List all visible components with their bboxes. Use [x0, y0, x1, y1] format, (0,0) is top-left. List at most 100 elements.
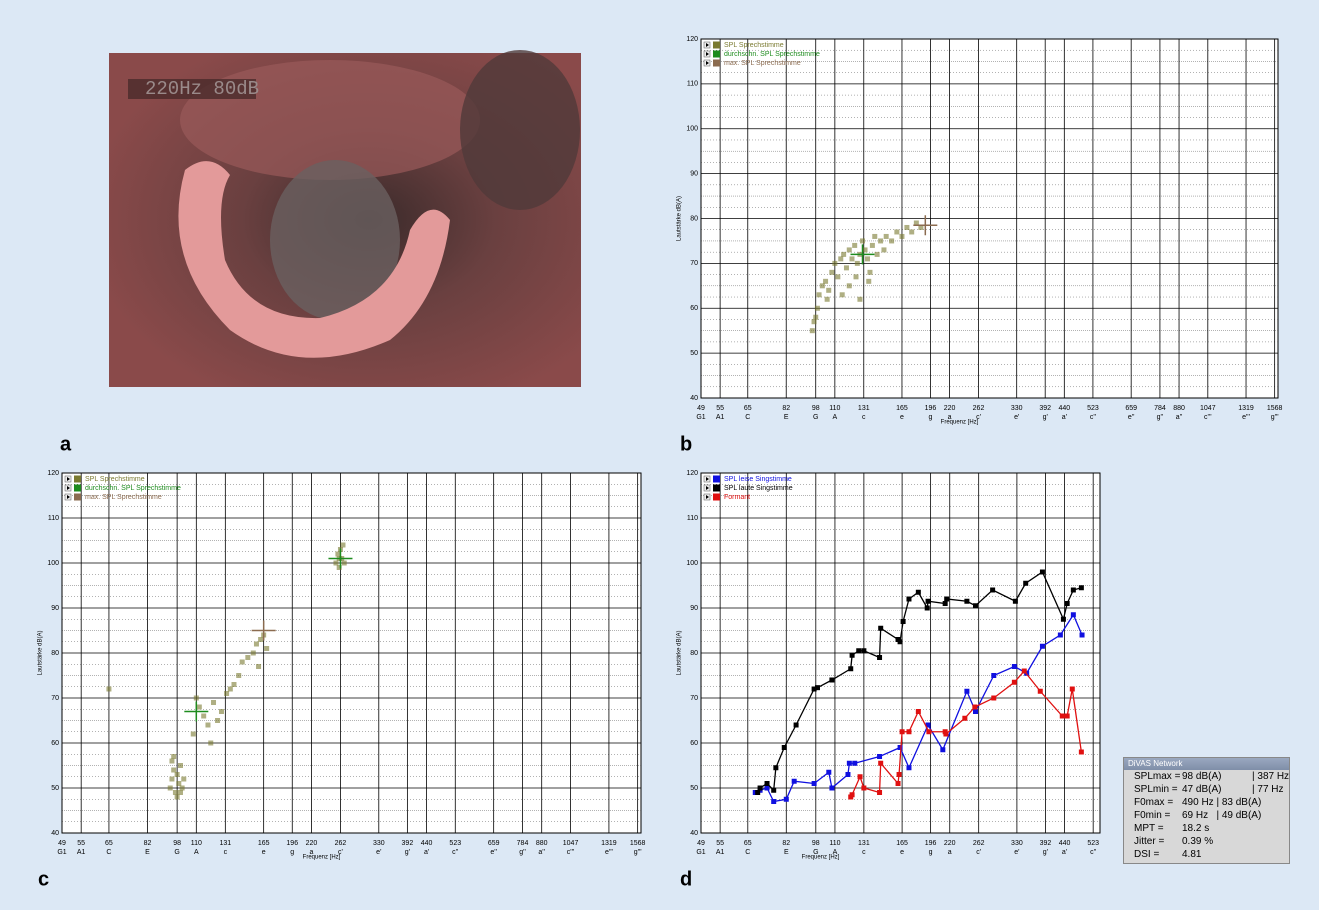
x-tick-label: 196 — [286, 840, 298, 847]
point — [944, 597, 949, 602]
info-cell — [1252, 822, 1297, 835]
x-tick-note: a' — [1062, 414, 1067, 421]
legend-label: durchschn. SPL Sprechstimme — [85, 485, 181, 492]
x-tick-label: 392 — [1039, 405, 1051, 412]
point — [826, 770, 831, 775]
point — [1058, 633, 1063, 638]
x-tick-note: G — [813, 414, 818, 421]
point — [855, 261, 860, 266]
y-tick-label: 50 — [51, 785, 59, 792]
point — [201, 714, 206, 719]
point — [829, 270, 834, 275]
x-tick-label: 392 — [1040, 840, 1052, 847]
point — [224, 691, 229, 696]
x-tick-label: 220 — [306, 840, 318, 847]
point — [812, 319, 817, 324]
y-tick-label: 100 — [47, 560, 59, 567]
point — [858, 774, 863, 779]
info-cell: | 77 Hz — [1252, 783, 1297, 796]
point — [854, 274, 859, 279]
x-tick-note: A1 — [716, 414, 725, 421]
figure-canvas: 220Hz 80dB a b c d 405060708090100110120… — [0, 0, 1319, 910]
x-tick-label: 82 — [144, 840, 152, 847]
point — [171, 768, 176, 773]
legend-label: SPL Sprechstimme — [85, 476, 145, 483]
x-tick-label: 165 — [896, 405, 908, 412]
y-tick-label: 110 — [48, 515, 59, 522]
legend-swatch — [713, 42, 720, 49]
point — [838, 256, 843, 261]
x-tick-label: 262 — [335, 840, 347, 847]
point — [194, 696, 199, 701]
point — [906, 597, 911, 602]
point — [909, 229, 914, 234]
point — [813, 315, 818, 320]
x-tick-note: C — [745, 849, 750, 856]
info-cell: | 387 Hz — [1252, 770, 1297, 783]
x-tick-note: e — [262, 849, 266, 856]
point — [826, 288, 831, 293]
x-tick-label: 659 — [488, 840, 500, 847]
point — [1061, 617, 1066, 622]
point — [870, 243, 875, 248]
point — [906, 729, 911, 734]
figure: 220Hz 80dB a b c d 405060708090100110120… — [0, 0, 1319, 910]
point — [258, 637, 263, 642]
panel-label: a — [60, 433, 72, 455]
x-tick-label: 880 — [1173, 405, 1185, 412]
x-tick-note: e''' — [1242, 414, 1250, 421]
x-tick-label: 110 — [829, 840, 840, 847]
x-tick-note: e — [900, 849, 904, 856]
info-row: DSI =4.81 — [1124, 848, 1289, 861]
point — [208, 741, 213, 746]
point — [765, 781, 770, 786]
y-tick-label: 110 — [687, 515, 698, 522]
point — [877, 790, 882, 795]
y-tick-label: 80 — [690, 215, 698, 222]
x-tick-note: e' — [1014, 849, 1019, 856]
x-tick-label: 196 — [925, 405, 937, 412]
x-tick-note: A — [194, 849, 199, 856]
point — [1040, 570, 1045, 575]
x-tick-note: c' — [976, 849, 981, 856]
x-tick-note: C — [745, 414, 750, 421]
x-tick-note: A1 — [77, 849, 86, 856]
x-tick-note: e' — [1014, 414, 1019, 421]
point — [881, 247, 886, 252]
point — [878, 238, 883, 243]
point — [896, 781, 901, 786]
point — [219, 709, 224, 714]
point — [900, 729, 905, 734]
x-tick-note: a'' — [1176, 414, 1183, 421]
point — [773, 765, 778, 770]
x-tick-label: 49 — [697, 405, 705, 412]
point — [175, 772, 180, 777]
point — [856, 648, 861, 653]
x-tick-label: 784 — [517, 840, 529, 847]
point — [1065, 714, 1070, 719]
point — [991, 696, 996, 701]
point — [254, 642, 259, 647]
point — [245, 655, 250, 660]
photo-overlay: 220Hz 80dB — [145, 78, 259, 100]
point — [1023, 581, 1028, 586]
x-tick-note: g''' — [634, 849, 642, 856]
point — [878, 761, 883, 766]
x-axis-label: Frequenz [Hz] — [303, 855, 341, 861]
point — [758, 786, 763, 791]
info-cell — [1252, 848, 1297, 861]
point — [815, 685, 820, 690]
x-tick-note: g' — [1043, 414, 1048, 421]
y-tick-label: 100 — [686, 126, 698, 133]
y-tick-label: 70 — [690, 260, 698, 267]
point — [176, 781, 181, 786]
x-tick-note: G1 — [696, 849, 705, 856]
y-tick-label: 110 — [687, 81, 698, 88]
point — [889, 238, 894, 243]
legend-label: Formant — [724, 494, 750, 501]
info-cell: SPLmax = — [1134, 770, 1182, 783]
point — [181, 777, 186, 782]
point — [228, 687, 233, 692]
point — [852, 243, 857, 248]
point — [847, 283, 852, 288]
